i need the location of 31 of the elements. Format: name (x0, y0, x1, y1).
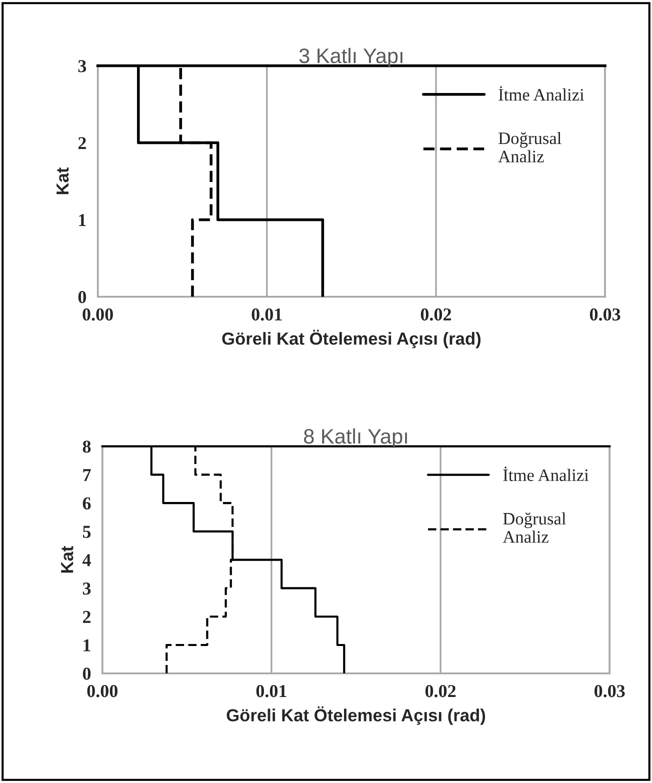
y-axis-title: Kat (56, 167, 69, 194)
x-tick-label: 0.00 (87, 685, 118, 698)
y-tick-label: 1 (84, 639, 90, 652)
x-tick-label: 0.02 (425, 685, 456, 698)
y-tick-label: 7 (83, 469, 91, 481)
chart-title: 8 Katlı Yapı (304, 428, 407, 448)
legend-label: İtme Analizi (498, 86, 584, 101)
y-tick-label: 2 (82, 610, 90, 623)
x-tick-label: 0.03 (594, 685, 625, 698)
x-tick-label: 0.00 (82, 308, 113, 321)
y-tick-label: 0 (78, 291, 86, 304)
legend-label: Doğrusal Analiz (502, 512, 566, 543)
x-tick-label: 0.02 (420, 308, 451, 321)
y-tick-label: 0 (82, 668, 91, 680)
x-tick-label: 0.03 (590, 308, 620, 321)
x-tick-label: 0.01 (252, 308, 282, 321)
y-tick-label: 8 (82, 440, 91, 453)
legend-label: İtme Analizi (503, 466, 589, 482)
x-axis-title: Göreli Kat Ötelemesi Açısı (rad) (226, 706, 486, 725)
y-tick-label: 3 (82, 582, 91, 595)
x-axis-title: Göreli Kat Ötelemesi Açısı (rad) (222, 330, 480, 348)
y-tick-label: 6 (82, 497, 91, 510)
y-tick-label: 4 (82, 554, 91, 566)
y-tick-label: 2 (78, 137, 86, 150)
y-tick-label: 3 (78, 60, 86, 72)
legend-label: Doğrusal Analiz (498, 132, 562, 162)
y-axis-title: Kat (61, 546, 74, 573)
chart-title: 3 Katlı Yapı (299, 48, 402, 68)
y-tick-label: 1 (79, 214, 86, 226)
y-tick-label: 5 (82, 526, 91, 538)
x-tick-label: 0.01 (256, 685, 286, 698)
